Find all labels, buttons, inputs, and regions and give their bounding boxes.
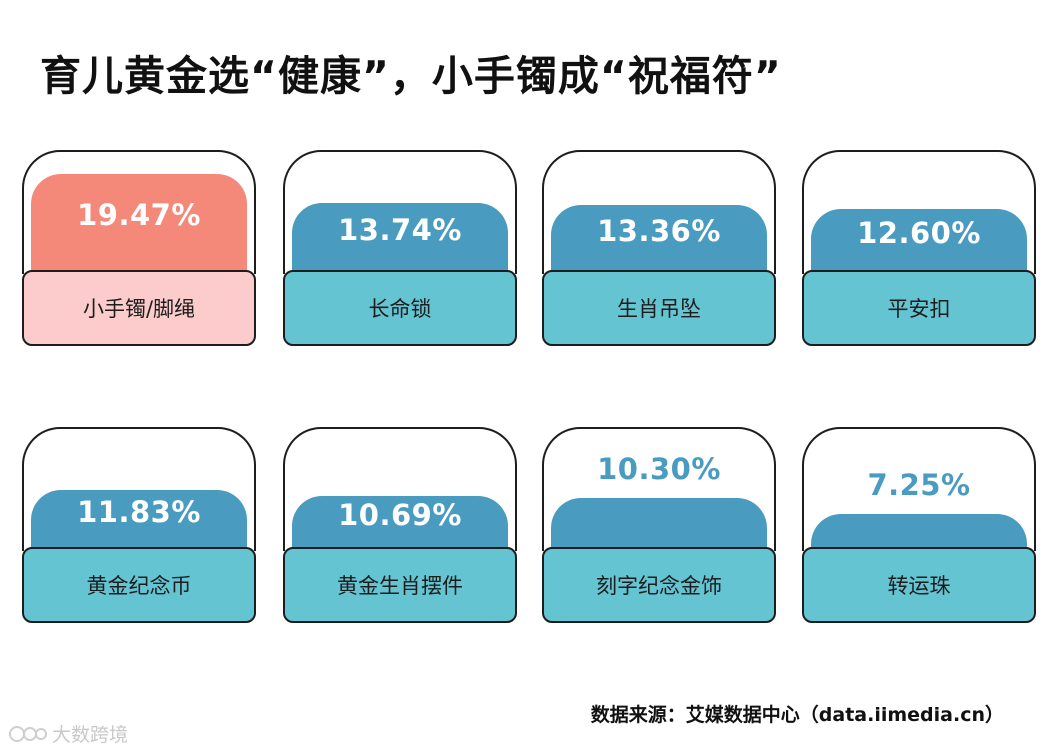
bar (292, 203, 508, 274)
card-2: 13.36% 生肖吊坠 (542, 150, 776, 346)
bar (551, 205, 767, 274)
value-label: 19.47% (77, 198, 201, 232)
card-4: 11.83% 黄金纪念币 (22, 427, 256, 623)
card-6: 10.30% 刻字纪念金饰 (542, 427, 776, 623)
data-source: 数据来源：艾媒数据中心（data.iimedia.cn） (590, 704, 1004, 726)
watermark-text: 大数跨境 (52, 724, 129, 746)
value-label: 10.69% (338, 497, 462, 532)
category-label: 转运珠 (802, 547, 1036, 623)
bar (811, 209, 1027, 274)
watermark: 大数跨境 (8, 720, 128, 747)
card-7: 7.25% 转运珠 (802, 427, 1036, 623)
value-label: 11.83% (77, 494, 201, 529)
chart-title: 育儿黄金选“健康”，小手镯成“祝福符” (40, 52, 782, 100)
category-label: 黄金生肖摆件 (283, 547, 517, 623)
value-label: 10.30% (597, 452, 721, 486)
category-label: 刻字纪念金饰 (542, 547, 776, 623)
category-label: 平安扣 (802, 270, 1036, 346)
watermark-logo-icon (9, 725, 47, 742)
value-label: 12.60% (857, 215, 981, 250)
card-3: 12.60% 平安扣 (802, 150, 1036, 346)
category-label: 长命锁 (283, 270, 517, 346)
card-0: 19.47% 小手镯/脚绳 (22, 150, 256, 346)
bar (551, 498, 767, 551)
bar (31, 174, 247, 274)
card-5: 10.69% 黄金生肖摆件 (283, 427, 517, 623)
bar (31, 490, 247, 551)
value-label: 13.36% (597, 213, 721, 248)
card-1: 13.74% 长命锁 (283, 150, 517, 346)
bar (292, 496, 508, 551)
value-label: 7.25% (867, 468, 971, 502)
bar (811, 514, 1027, 551)
category-label: 小手镯/脚绳 (22, 270, 256, 346)
value-label: 13.74% (338, 212, 462, 247)
category-label: 生肖吊坠 (542, 270, 776, 346)
category-label: 黄金纪念币 (22, 547, 256, 623)
